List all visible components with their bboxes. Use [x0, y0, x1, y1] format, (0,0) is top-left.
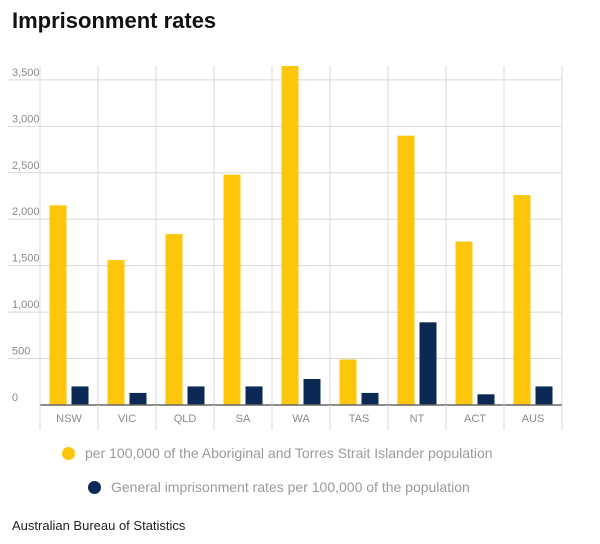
legend-swatch-general [88, 480, 101, 494]
bar-general-nt [419, 322, 437, 405]
y-tick-label: 1,500 [12, 253, 40, 265]
bar-indigenous-nt [397, 135, 415, 405]
x-tick-label: AUS [522, 413, 545, 425]
bar-general-aus [535, 386, 553, 405]
bar-indigenous-vic [107, 260, 125, 405]
source-note: Australian Bureau of Statistics [12, 518, 186, 533]
bar-indigenous-nsw [49, 205, 67, 405]
x-tick-label: TAS [349, 413, 370, 425]
bar-indigenous-aus [513, 195, 531, 405]
bar-indigenous-act [455, 241, 473, 405]
legend-item-general: General imprisonment rates per 100,000 o… [88, 479, 470, 495]
x-tick-label: WA [292, 413, 310, 425]
bar-general-nsw [71, 386, 89, 405]
legend-swatch-indigenous [62, 446, 75, 460]
y-tick-label: 500 [12, 346, 30, 358]
legend-label-indigenous: per 100,000 of the Aboriginal and Torres… [85, 445, 493, 461]
y-tick-label: 2,500 [12, 160, 40, 172]
bar-indigenous-qld [165, 234, 183, 405]
y-tick-label: 1,000 [12, 299, 40, 311]
x-axis: NSW VIC QLD SA WA TAS NT ACT AUS [39, 404, 563, 430]
legend-label-general: General imprisonment rates per 100,000 o… [111, 479, 470, 495]
bar-indigenous-tas [339, 359, 357, 405]
bar-general-sa [245, 386, 263, 405]
x-tick-label: NT [410, 413, 425, 425]
x-tick-label: SA [236, 413, 251, 425]
x-tick-label: ACT [464, 413, 486, 425]
y-tick-label: 0 [12, 392, 18, 404]
x-tick-label: VIC [118, 413, 136, 425]
bar-general-wa [303, 378, 321, 405]
x-tick-label: NSW [56, 413, 82, 425]
bar-general-act [477, 394, 495, 405]
y-tick-label: 3,500 [12, 67, 40, 79]
bar-chart: 0 500 1,000 1,500 2,000 2,500 3,000 3,500 NSW VI… [8, 66, 563, 430]
x-tick-label: QLD [174, 413, 197, 425]
y-tick-label: 3,000 [12, 113, 40, 125]
bar-indigenous-sa [223, 174, 241, 405]
bar-general-tas [361, 392, 379, 405]
chart-title: Imprisonment rates [12, 8, 217, 33]
legend-item-indigenous: per 100,000 of the Aboriginal and Torres… [62, 445, 493, 461]
bar-indigenous-wa [281, 66, 299, 405]
bar-general-vic [129, 392, 147, 405]
y-tick-label: 2,000 [12, 206, 40, 218]
bar-general-qld [187, 386, 205, 405]
y-axis-ticks: 0 500 1,000 1,500 2,000 2,500 3,000 3,500 [12, 67, 40, 404]
bars [49, 66, 553, 405]
